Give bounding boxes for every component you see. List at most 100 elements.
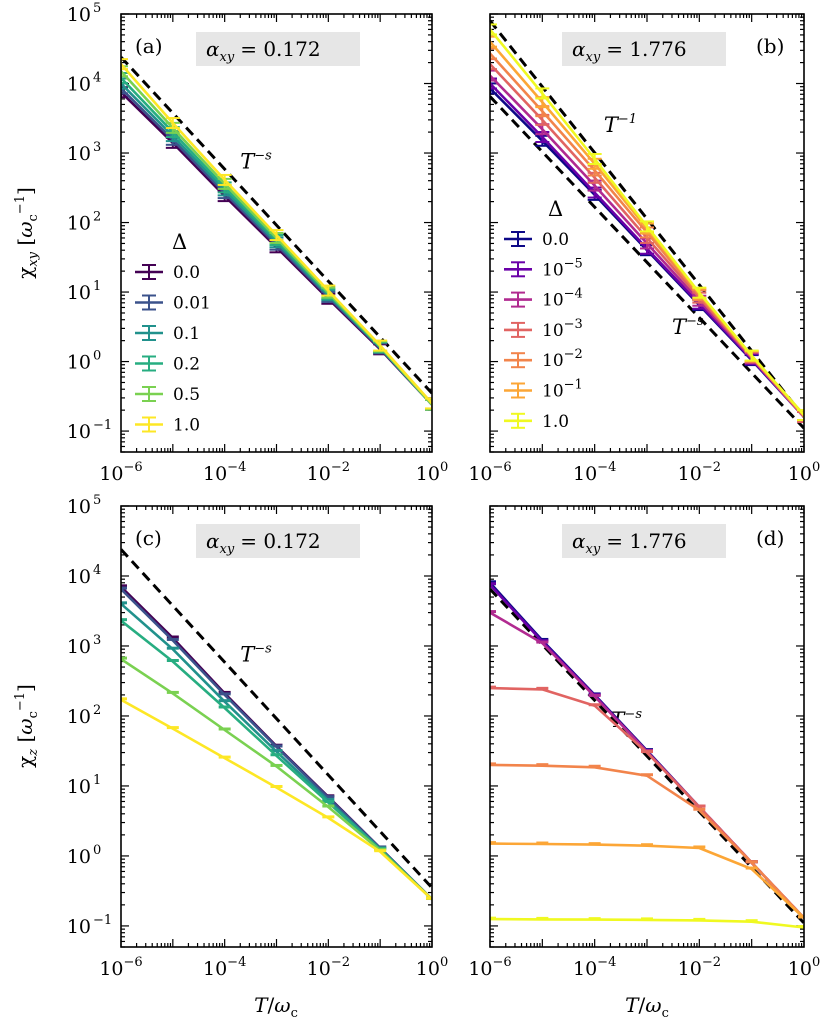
x-tick-label: 10−2 bbox=[678, 460, 721, 485]
legend-entry: 10−5 bbox=[542, 256, 583, 280]
x-tick-label: 10−6 bbox=[99, 955, 142, 980]
legend-entry: 0.1 bbox=[173, 324, 200, 344]
panel-label: (b) bbox=[756, 34, 784, 58]
y-tick-label: 10 bbox=[67, 143, 91, 165]
y-tick-label: 10 bbox=[67, 706, 91, 728]
x-tick-label: 10−4 bbox=[573, 460, 616, 485]
reference-line-label: T−s bbox=[240, 148, 272, 173]
series-group bbox=[121, 584, 432, 901]
y-tick-exponent: −1 bbox=[93, 418, 112, 433]
x-tick-label: 10−6 bbox=[99, 460, 142, 485]
y-tick-exponent: 0 bbox=[93, 843, 101, 858]
x-axis-title: T/ωc bbox=[254, 993, 298, 1021]
series-group bbox=[490, 580, 804, 929]
legend: Δ 0.0 10−5 10−4 10−3 10−2 10−1 1.0 bbox=[504, 197, 583, 432]
plot-frame bbox=[489, 505, 805, 948]
alpha-label-box bbox=[196, 32, 360, 66]
x-tick-label: 10−2 bbox=[307, 955, 350, 980]
reference-line bbox=[121, 56, 432, 395]
x-tick-label: 10−4 bbox=[203, 955, 246, 980]
panel-label: (c) bbox=[135, 526, 162, 550]
x-tick-label: 10−2 bbox=[307, 460, 350, 485]
y-tick-exponent: 2 bbox=[93, 703, 101, 718]
y-tick-exponent: 0 bbox=[93, 349, 101, 364]
legend-title: Δ bbox=[548, 197, 563, 221]
alpha-label: αxy = 0.172 bbox=[206, 529, 321, 557]
x-tick-label: 10−6 bbox=[468, 460, 511, 485]
y-tick-exponent: −1 bbox=[93, 913, 112, 928]
y-axis-title: χxy [ωc−1] bbox=[13, 187, 41, 279]
legend-entry: 0.0 bbox=[173, 263, 200, 283]
y-tick-label: 10 bbox=[67, 496, 91, 518]
legend-entry: 10−4 bbox=[542, 287, 583, 311]
y-tick-exponent: 3 bbox=[93, 633, 101, 648]
series-line-5 bbox=[490, 842, 804, 919]
y-tick-exponent: 1 bbox=[93, 773, 101, 788]
y-tick-label: 10 bbox=[67, 213, 91, 235]
series-line-4 bbox=[121, 658, 432, 901]
y-tick-label: 10 bbox=[67, 846, 91, 868]
series-line-4 bbox=[490, 763, 804, 919]
series-group bbox=[121, 58, 432, 411]
x-tick-label: 10−2 bbox=[678, 955, 721, 980]
y-tick-exponent: 1 bbox=[93, 279, 101, 294]
y-tick-label: 10 bbox=[67, 566, 91, 588]
x-axis-title: T/ωc bbox=[625, 993, 669, 1021]
legend-entry: 0.01 bbox=[173, 294, 211, 314]
y-tick-label: 10 bbox=[67, 636, 91, 658]
y-tick-label: 10 bbox=[67, 74, 91, 96]
reference-line bbox=[490, 19, 804, 418]
reference-line bbox=[490, 588, 804, 925]
legend-entry: 10−1 bbox=[542, 378, 583, 402]
y-tick-label: 10 bbox=[67, 4, 91, 26]
legend-entry: 1.0 bbox=[542, 412, 569, 432]
panel-b: 10−6 10−4 10−2 100 T−1 T−s (b) αxy = 1.776 Δ 0.0 10… bbox=[468, 13, 820, 485]
panel-label: (a) bbox=[135, 34, 163, 58]
series-line-3 bbox=[490, 686, 804, 919]
alpha-label: αxy = 0.172 bbox=[206, 37, 321, 65]
y-tick-exponent: 5 bbox=[93, 493, 101, 508]
y-tick-label: 10 bbox=[67, 916, 91, 938]
x-tick-label: 100 bbox=[788, 460, 820, 485]
y-tick-exponent: 4 bbox=[93, 71, 101, 86]
x-tick-label: 10−4 bbox=[573, 955, 616, 980]
reference-line-label: T−1 bbox=[604, 112, 637, 137]
series-group bbox=[490, 23, 804, 423]
panel-c: 10−6 10−4 10−2 10010101010101010−1012345T−s… bbox=[67, 493, 448, 980]
legend-title: Δ bbox=[172, 230, 187, 254]
legend-entry: 1.0 bbox=[173, 416, 200, 436]
alpha-label-box bbox=[196, 524, 360, 558]
x-tick-label: 100 bbox=[416, 460, 448, 485]
reference-line-label: T−s bbox=[672, 314, 704, 339]
plot-frame bbox=[120, 505, 433, 948]
y-tick-label: 10 bbox=[67, 421, 91, 443]
y-tick-exponent: 3 bbox=[93, 140, 101, 155]
alpha-label: αxy = 1.776 bbox=[572, 529, 687, 557]
x-tick-label: 100 bbox=[416, 955, 448, 980]
x-tick-label: 100 bbox=[788, 955, 820, 980]
legend-entry: 0.5 bbox=[173, 385, 200, 405]
legend-entry: 10−2 bbox=[542, 347, 583, 371]
x-tick-label: 10−6 bbox=[468, 955, 511, 980]
alpha-label-box bbox=[562, 524, 726, 558]
legend-entry: 10−3 bbox=[542, 317, 583, 341]
x-tick-label: 10−4 bbox=[203, 460, 246, 485]
legend-entry: 0.0 bbox=[542, 230, 569, 250]
reference-line-label: T−s bbox=[240, 642, 272, 667]
legend-entry: 0.2 bbox=[173, 355, 200, 375]
y-tick-label: 10 bbox=[67, 352, 91, 374]
y-axis-title: χz [ωc−1] bbox=[13, 684, 41, 768]
alpha-label-box bbox=[562, 32, 726, 66]
y-tick-exponent: 2 bbox=[93, 210, 101, 225]
panel-a: 10−6 10−4 10−2 10010101010101010−1012345T−s… bbox=[67, 1, 448, 485]
axis-ticks bbox=[120, 505, 433, 948]
series-line-5 bbox=[121, 698, 432, 901]
panel-label: (d) bbox=[756, 526, 784, 550]
y-tick-label: 10 bbox=[67, 282, 91, 304]
y-tick-exponent: 5 bbox=[93, 1, 101, 16]
plot-frame bbox=[120, 13, 433, 453]
reference-line bbox=[121, 548, 432, 889]
reference-line bbox=[490, 95, 804, 430]
axis-ticks bbox=[489, 505, 805, 948]
